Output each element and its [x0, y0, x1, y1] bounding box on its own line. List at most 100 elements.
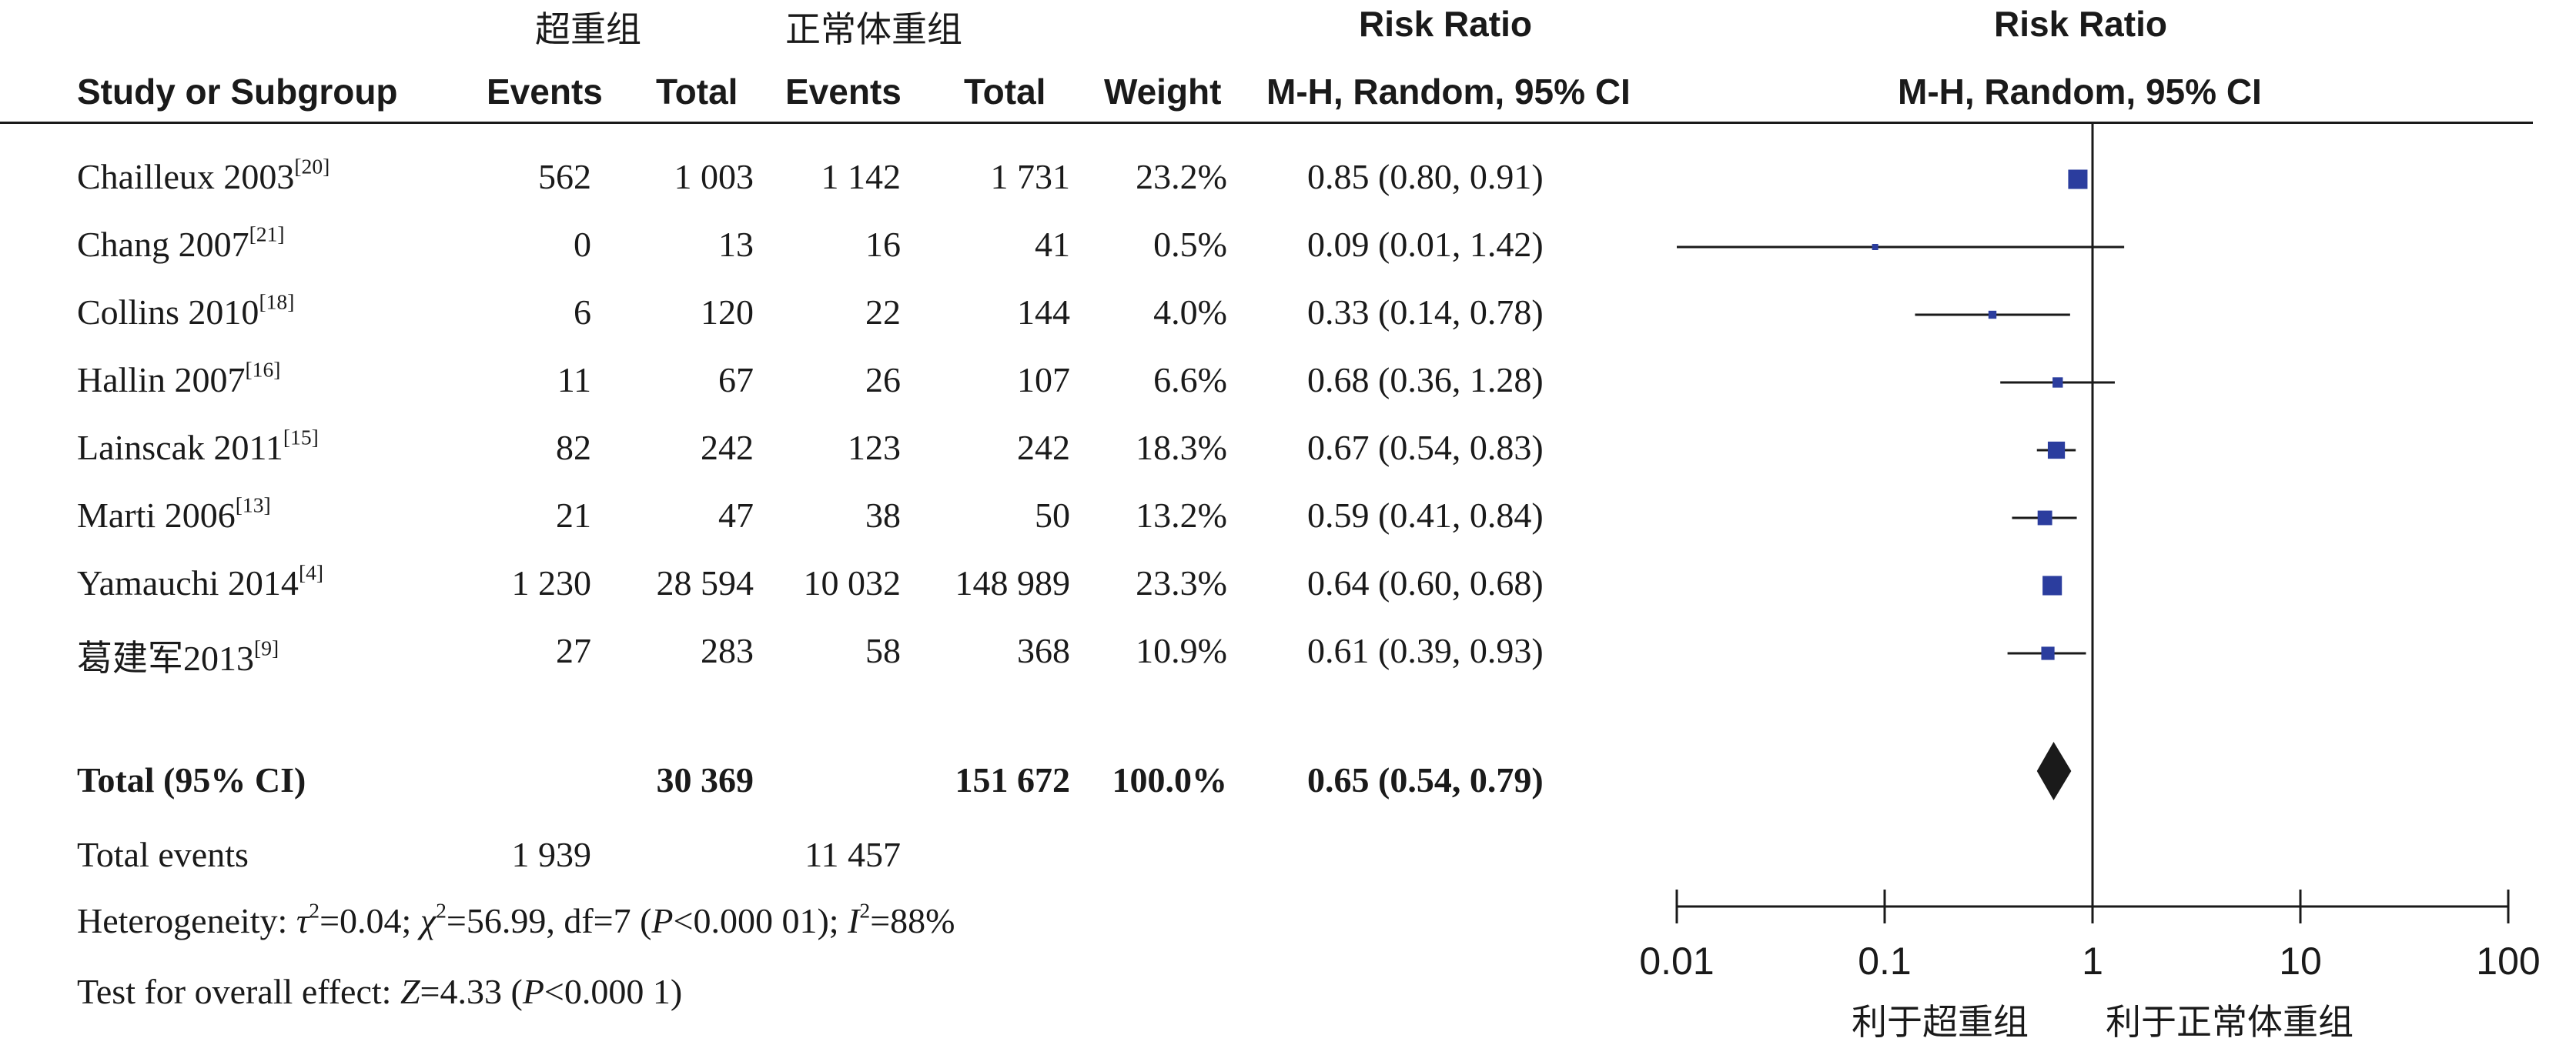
total2-cell: 1 731 [990, 157, 1071, 196]
events2-column-header: Events [785, 72, 902, 112]
study-name: Chailleux 2003[20] [77, 154, 330, 196]
events2-cell: 10 032 [803, 563, 902, 603]
study-reference: [4] [298, 560, 324, 585]
ci-cell: 0.68 (0.36, 1.28) [1307, 360, 1544, 399]
heterogeneity-text: Heterogeneity: τ2=0.04; χ2=56.99, df=7 (… [77, 898, 955, 940]
total2-column-header: Total [964, 72, 1046, 112]
study-name: Yamauchi 2014[4] [77, 560, 324, 603]
total2-cell: 107 [1017, 360, 1070, 399]
events1-cell: 0 [574, 225, 591, 264]
events1-cell: 1 230 [511, 563, 592, 603]
total-ci: 0.65 (0.54, 0.79) [1307, 760, 1544, 800]
total-events1: 1 939 [511, 835, 592, 874]
total1-cell: 242 [701, 428, 754, 467]
study-reference: [15] [283, 425, 319, 449]
study-name: Lainscak 2011[15] [77, 425, 319, 467]
weight-column-header: Weight [1104, 72, 1222, 112]
ci-cell: 0.59 (0.41, 0.84) [1307, 496, 1544, 535]
study-name: Chang 2007[21] [77, 222, 285, 264]
events2-cell: 22 [865, 292, 901, 332]
events2-cell: 26 [865, 360, 901, 399]
group1-header: 超重组 [535, 8, 641, 50]
events2-cell: 38 [865, 496, 901, 535]
total1-column-header: Total [656, 72, 738, 112]
study-marker [1872, 244, 1878, 250]
ci-cell: 0.64 (0.60, 0.68) [1307, 563, 1544, 603]
events1-cell: 6 [574, 292, 591, 332]
ci-cell: 0.61 (0.39, 0.93) [1307, 631, 1544, 670]
study-reference: [18] [259, 289, 295, 314]
header-rule [0, 122, 2533, 124]
x-axis-tick-label: 0.01 [1639, 940, 1714, 983]
events1-cell: 82 [556, 428, 591, 467]
plot-method-header: M-H, Random, 95% CI [1898, 72, 2262, 112]
study-marker [2042, 576, 2062, 596]
total-events-label: Total events [77, 835, 249, 874]
total2-cell: 41 [1035, 225, 1070, 264]
x-axis-tick-label: 1 [2082, 940, 2103, 983]
study-reference: [13] [235, 492, 271, 517]
events1-cell: 562 [538, 157, 591, 196]
study-reference: [21] [249, 222, 285, 246]
study-marker [1988, 310, 1997, 319]
weight-cell: 18.3% [1136, 428, 1227, 467]
study-column-header: Study or Subgroup [77, 72, 398, 112]
events1-cell: 11 [557, 360, 591, 399]
study-marker [2052, 377, 2063, 388]
group2-header: 正常体重组 [785, 8, 962, 50]
weight-cell: 6.6% [1153, 360, 1227, 399]
rr-column-title: Risk Ratio [1359, 4, 1532, 44]
total2-sum: 151 672 [955, 760, 1071, 800]
total1-cell: 47 [718, 496, 754, 535]
total-weight: 100.0% [1112, 760, 1228, 800]
weight-cell: 23.2% [1136, 157, 1227, 196]
weight-cell: 23.3% [1136, 563, 1227, 603]
events2-cell: 1 142 [821, 157, 902, 196]
events2-cell: 123 [848, 428, 901, 467]
ci-cell: 0.85 (0.80, 0.91) [1307, 157, 1544, 196]
study-reference: [16] [245, 357, 281, 382]
study-marker [2041, 646, 2055, 660]
events2-cell: 16 [865, 225, 901, 264]
study-reference: [9] [254, 636, 279, 660]
x-axis-tick-label: 10 [2279, 940, 2322, 983]
ci-cell: 0.09 (0.01, 1.42) [1307, 225, 1544, 264]
events1-cell: 21 [556, 496, 591, 535]
events2-cell: 58 [865, 631, 901, 670]
total1-cell: 67 [718, 360, 754, 399]
favours-right-label: 利于正常体重组 [2106, 1001, 2354, 1043]
total1-cell: 1 003 [674, 157, 754, 196]
overall-effect-text: Test for overall effect: Z=4.33 (P<0.000… [77, 972, 683, 1011]
weight-cell: 13.2% [1136, 496, 1227, 535]
total1-cell: 28 594 [656, 563, 754, 603]
favours-left-label: 利于超重组 [1852, 1001, 2029, 1043]
ci-cell: 0.67 (0.54, 0.83) [1307, 428, 1544, 467]
total2-cell: 50 [1035, 496, 1070, 535]
x-axis-tick-label: 100 [2476, 940, 2540, 983]
weight-cell: 4.0% [1153, 292, 1227, 332]
study-marker [2068, 169, 2088, 189]
study-name: 葛建军2013[9] [77, 636, 279, 678]
ci-cell: 0.33 (0.14, 0.78) [1307, 292, 1544, 332]
total2-cell: 242 [1017, 428, 1070, 467]
study-reference: [20] [294, 154, 330, 179]
study-marker [2037, 510, 2052, 526]
total2-cell: 148 989 [955, 563, 1071, 603]
x-axis-tick-label: 0.1 [1858, 940, 1912, 983]
total1-cell: 283 [701, 631, 754, 670]
total2-cell: 368 [1017, 631, 1070, 670]
events1-cell: 27 [556, 631, 591, 670]
study-name: Marti 2006[13] [77, 492, 271, 535]
weight-cell: 10.9% [1136, 631, 1227, 670]
study-name: Collins 2010[18] [77, 289, 295, 332]
total1-cell: 120 [701, 292, 754, 332]
rr-method-header: M-H, Random, 95% CI [1266, 72, 1631, 112]
weight-cell: 0.5% [1153, 225, 1227, 264]
events1-column-header: Events [487, 72, 603, 112]
study-name: Hallin 2007[16] [77, 357, 281, 399]
total1-sum: 30 369 [656, 760, 754, 800]
study-marker [2047, 441, 2066, 459]
total1-cell: 13 [718, 225, 754, 264]
overall-diamond [2036, 742, 2072, 800]
